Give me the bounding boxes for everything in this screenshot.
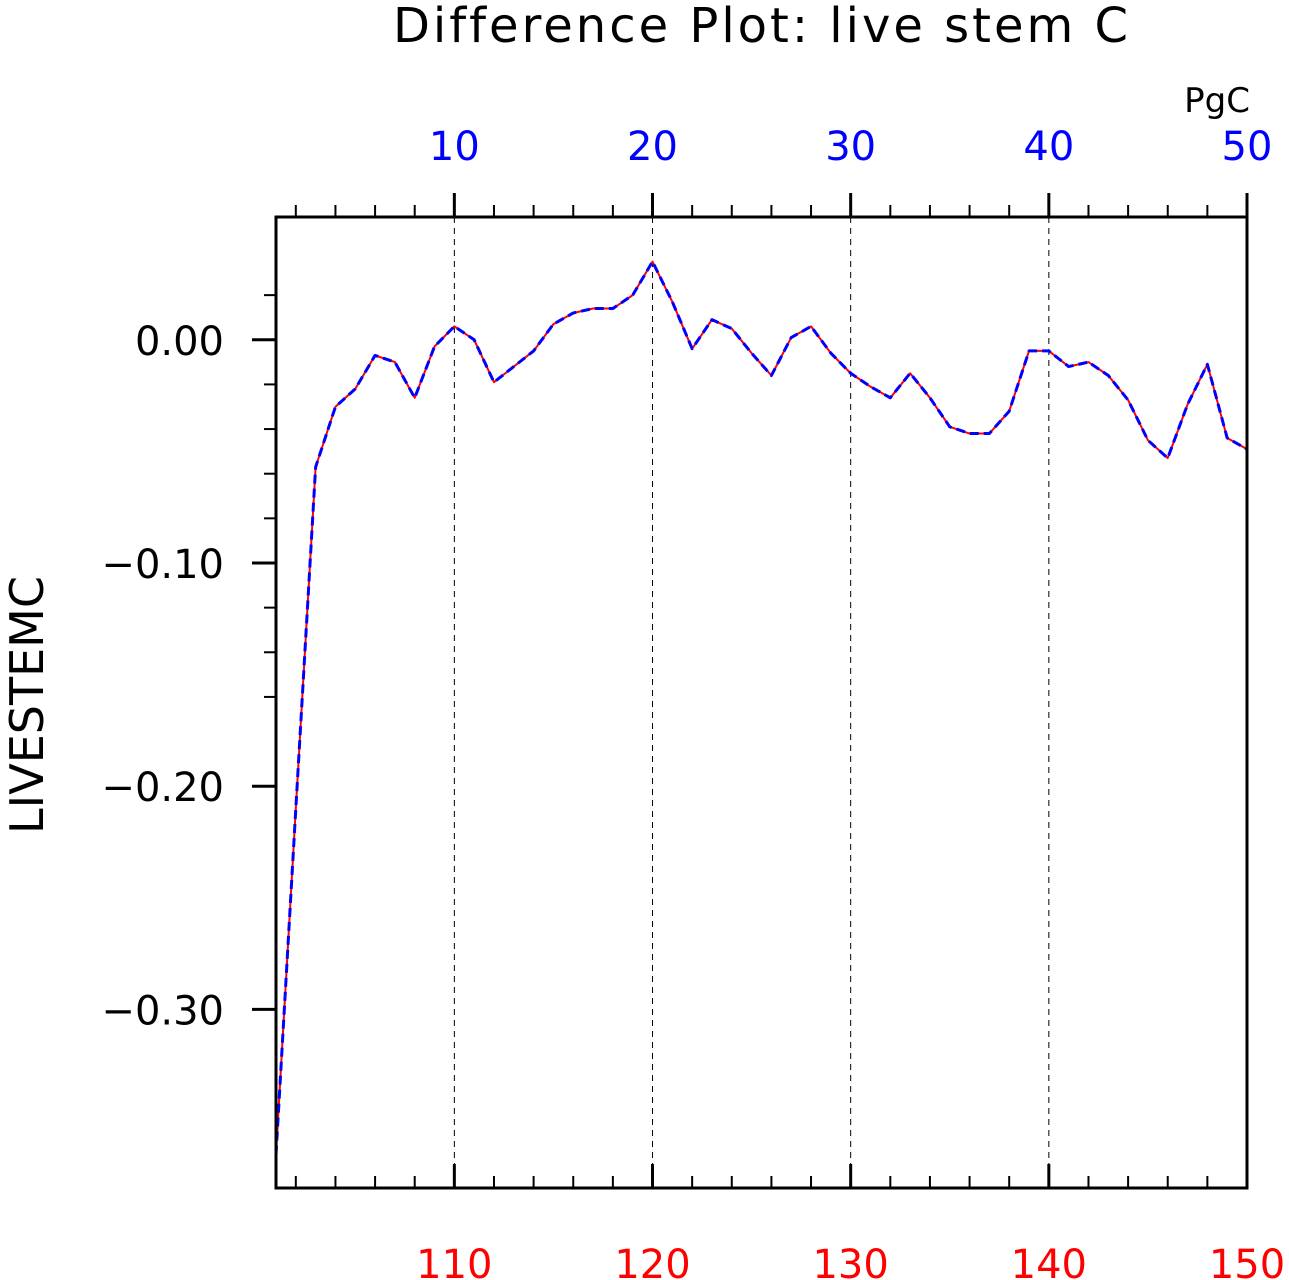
bottom-axis-tick-label: 120	[614, 1242, 690, 1280]
y-tick-label: −0.10	[101, 542, 224, 588]
plot-frame	[274, 215, 1249, 1190]
y-tick-label: −0.30	[101, 988, 224, 1034]
series-layer	[274, 260, 1248, 1155]
y-axis-label: LIVESTEMC	[0, 576, 54, 834]
top-axis-tick-label: 40	[1023, 124, 1074, 170]
y-tick-labels: 0.00 −0.10 −0.20 −0.30	[101, 319, 224, 1035]
top-axis-tick-label: 20	[627, 124, 678, 170]
chart-title: Difference Plot: live stem C	[393, 0, 1131, 54]
top-axis-tick-labels: 10 20 30 40 50	[429, 124, 1273, 170]
units-label: PgC	[1184, 81, 1250, 121]
series-line-top-axis	[274, 260, 1248, 1155]
major-ticks	[252, 193, 1249, 1188]
bottom-axis-tick-labels: 110 120 130 140 150	[416, 1242, 1285, 1280]
bottom-axis-tick-label: 110	[416, 1242, 492, 1280]
bottom-axis-tick-label: 150	[1209, 1242, 1285, 1280]
y-tick-label: 0.00	[135, 319, 224, 365]
top-axis-tick-label: 30	[825, 124, 876, 170]
y-tick-label: −0.20	[101, 765, 224, 811]
top-axis-tick-label: 10	[429, 124, 480, 170]
bottom-axis-tick-label: 130	[812, 1242, 888, 1280]
series-line-bottom-axis	[275, 260, 1248, 1155]
minor-ticks	[264, 205, 1209, 1188]
vertical-gridlines	[453, 217, 1248, 1188]
top-axis-tick-label: 50	[1222, 124, 1273, 170]
bottom-axis-tick-label: 140	[1011, 1242, 1087, 1280]
